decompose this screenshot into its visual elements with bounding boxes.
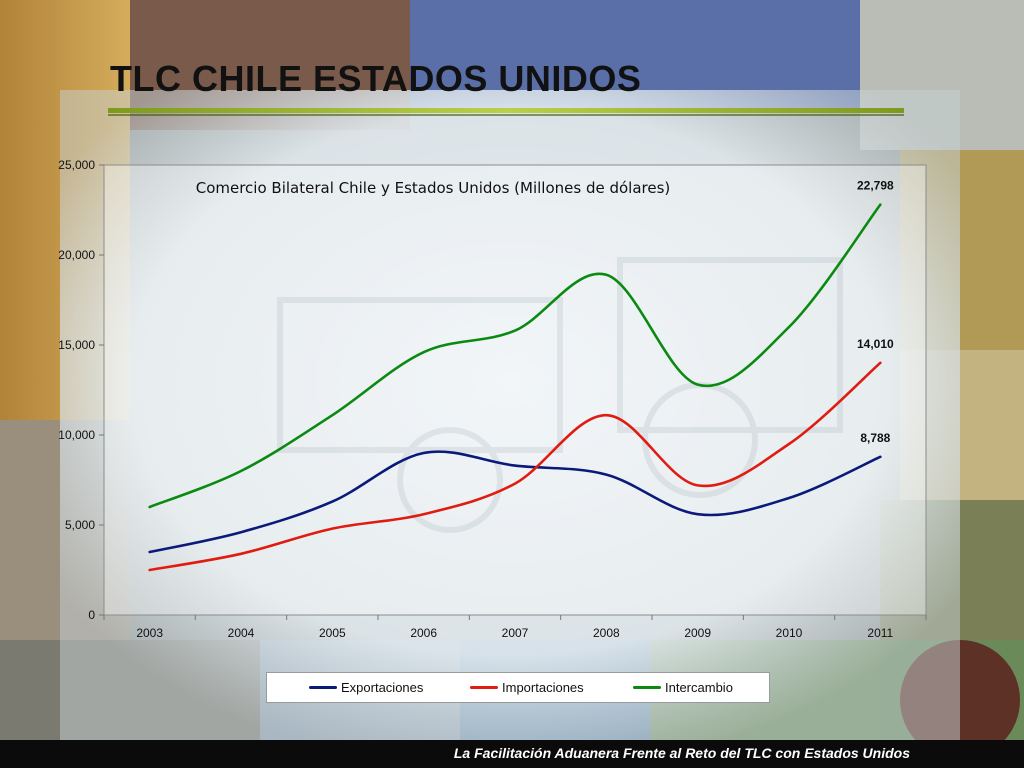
footer-text: La Facilitación Aduanera Frente al Reto … (453, 745, 910, 761)
chart-title: Comercio Bilateral Chile y Estados Unido… (196, 179, 671, 197)
y-tick-label: 15,000 (58, 338, 95, 352)
data-label-importaciones: 14,010 (857, 337, 894, 351)
x-tick-label: 2005 (319, 626, 346, 640)
x-axis: 2003 2004 2005 2006 2007 2008 2009 2010 2011 (103, 615, 927, 640)
x-tick-label: 2011 (867, 626, 893, 640)
slide-footer: La Facilitación Aduanera Frente al Reto … (0, 740, 1024, 768)
end-labels: 8,788 14,010 22,798 (857, 179, 894, 445)
series-layer (148, 203, 882, 572)
x-tick-label: 2009 (684, 626, 711, 640)
y-tick-label: 5,000 (65, 518, 95, 532)
legend-label-exportaciones: Exportaciones (341, 680, 424, 695)
y-tick-label: 25,000 (58, 158, 95, 172)
y-tick-label: 20,000 (58, 248, 95, 262)
legend-label-intercambio: Intercambio (665, 680, 733, 695)
title-underline (108, 108, 904, 113)
y-axis: 0 5,000 10,000 15,000 20,000 25,000 (58, 158, 104, 622)
legend-label-importaciones: Importaciones (502, 680, 584, 695)
plot-area (103, 164, 927, 616)
legend-swatch-exportaciones (309, 686, 337, 689)
series-line-importaciones (148, 361, 882, 572)
legend-swatch-importaciones (470, 686, 498, 689)
legend-item-importaciones: Importaciones (470, 673, 584, 702)
slide-title: TLC CHILE ESTADOS UNIDOS (110, 58, 642, 99)
data-label-exportaciones: 8,788 (860, 431, 890, 445)
legend-item-exportaciones: Exportaciones (309, 673, 423, 702)
x-tick-label: 2003 (136, 626, 163, 640)
x-tick-label: 2007 (502, 626, 529, 640)
x-tick-label: 2004 (228, 626, 255, 640)
series-line-exportaciones (148, 450, 882, 554)
y-tick-label: 0 (88, 608, 95, 622)
chart-legend: Exportaciones Importaciones Intercambio (266, 672, 770, 703)
x-tick-label: 2010 (776, 626, 803, 640)
x-tick-label: 2006 (410, 626, 437, 640)
title-underline-shadow (108, 114, 904, 116)
data-label-intercambio: 22,798 (857, 179, 894, 193)
x-tick-label: 2008 (593, 626, 620, 640)
legend-swatch-intercambio (633, 686, 661, 689)
series-line-intercambio (148, 203, 882, 509)
legend-item-intercambio: Intercambio (633, 673, 733, 702)
y-tick-label: 10,000 (58, 428, 95, 442)
